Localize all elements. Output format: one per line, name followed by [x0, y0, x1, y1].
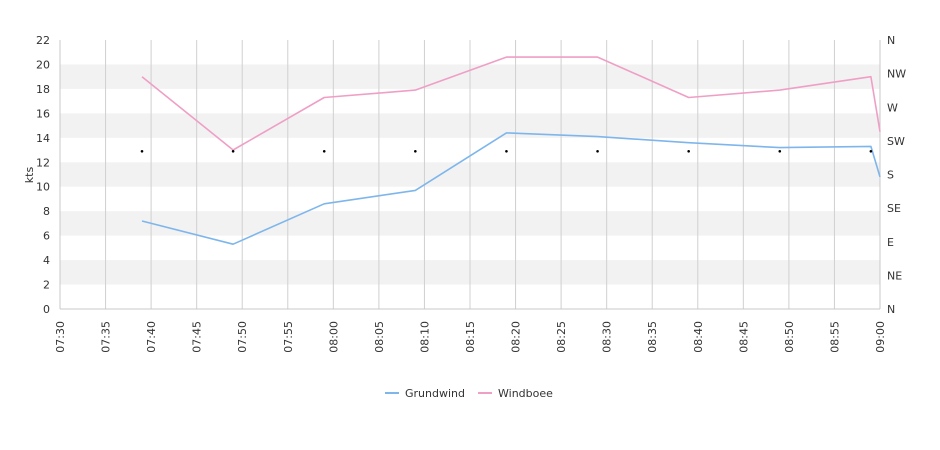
- x-tick-label: 08:00: [327, 321, 340, 353]
- direction-marker: [869, 149, 873, 153]
- x-tick-label: 08:45: [737, 321, 750, 353]
- x-tick-label: 07:40: [145, 321, 158, 353]
- x-tick-labels: 07:30 07:35 07:40 07:45 07:50 07:55 08:00 08:05…: [54, 321, 887, 353]
- direction-marker: [687, 149, 690, 153]
- x-tick-label: 08:05: [373, 321, 386, 353]
- right-axis-labels: N NE E SE S SW W NW N: [887, 34, 906, 316]
- direction-marker: [505, 149, 508, 153]
- y-tick-label: 18: [36, 83, 50, 96]
- x-tick-label: 07:30: [54, 321, 67, 353]
- x-tick-label: 08:25: [555, 321, 568, 353]
- x-tick-label: 08:20: [510, 321, 523, 353]
- x-tick-label: 09:00: [874, 321, 887, 353]
- y-tick-label: 6: [43, 230, 50, 243]
- x-tick-label: 08:15: [464, 321, 477, 353]
- right-tick-label: NE: [887, 269, 902, 282]
- y-tick-label: 20: [36, 58, 50, 71]
- series-line-1: [141, 56, 881, 151]
- series-line-0: [141, 132, 881, 245]
- y-axis-label: kts: [23, 167, 36, 184]
- direction-marker: [322, 149, 326, 153]
- x-tick-label: 08:10: [418, 321, 431, 353]
- right-tick-label: SE: [887, 202, 901, 215]
- direction-marker: [596, 149, 599, 153]
- x-tick-label: 08:40: [692, 321, 705, 353]
- x-tick-label: 08:35: [646, 321, 659, 353]
- y-tick-label: 4: [43, 254, 50, 267]
- y-tick-label: 2: [43, 279, 50, 292]
- legend-label[interactable]: Windboee: [498, 387, 553, 400]
- legend[interactable]: Grundwind Windboee: [385, 387, 553, 400]
- x-tick-label: 07:50: [236, 321, 249, 353]
- y-tick-label: 22: [36, 34, 50, 47]
- x-tick-label: 08:50: [783, 321, 796, 353]
- y-tick-label: 10: [36, 181, 50, 194]
- direction-marker: [231, 149, 235, 153]
- direction-marker: [140, 149, 144, 153]
- direction-marker: [414, 149, 417, 153]
- y-tick-label: 16: [36, 107, 50, 120]
- x-tick-label: 08:30: [601, 321, 614, 353]
- direction-marker: [778, 149, 782, 153]
- x-tick-label: 07:55: [282, 321, 295, 353]
- right-tick-label: NW: [887, 68, 906, 81]
- x-tick-label: 07:35: [100, 321, 113, 353]
- right-tick-label: N: [887, 303, 895, 316]
- right-tick-label: N: [887, 34, 895, 47]
- x-tick-label: 08:55: [828, 321, 841, 353]
- vertical-gridlines: [59, 40, 881, 309]
- y-tick-label: 12: [36, 156, 50, 169]
- y-tick-label: 8: [43, 205, 50, 218]
- right-tick-label: S: [887, 169, 894, 182]
- y-tick-labels: 0 2 4 6 8 10 12 14 16 18 20 22: [36, 34, 50, 316]
- legend-label[interactable]: Grundwind: [405, 387, 465, 400]
- y-tick-label: 0: [43, 303, 50, 316]
- series-layer: [140, 56, 881, 245]
- y-tick-label: 14: [36, 132, 50, 145]
- right-tick-label: E: [887, 236, 894, 249]
- right-tick-label: SW: [887, 135, 905, 148]
- right-tick-label: W: [887, 101, 898, 114]
- x-tick-label: 07:45: [191, 321, 204, 353]
